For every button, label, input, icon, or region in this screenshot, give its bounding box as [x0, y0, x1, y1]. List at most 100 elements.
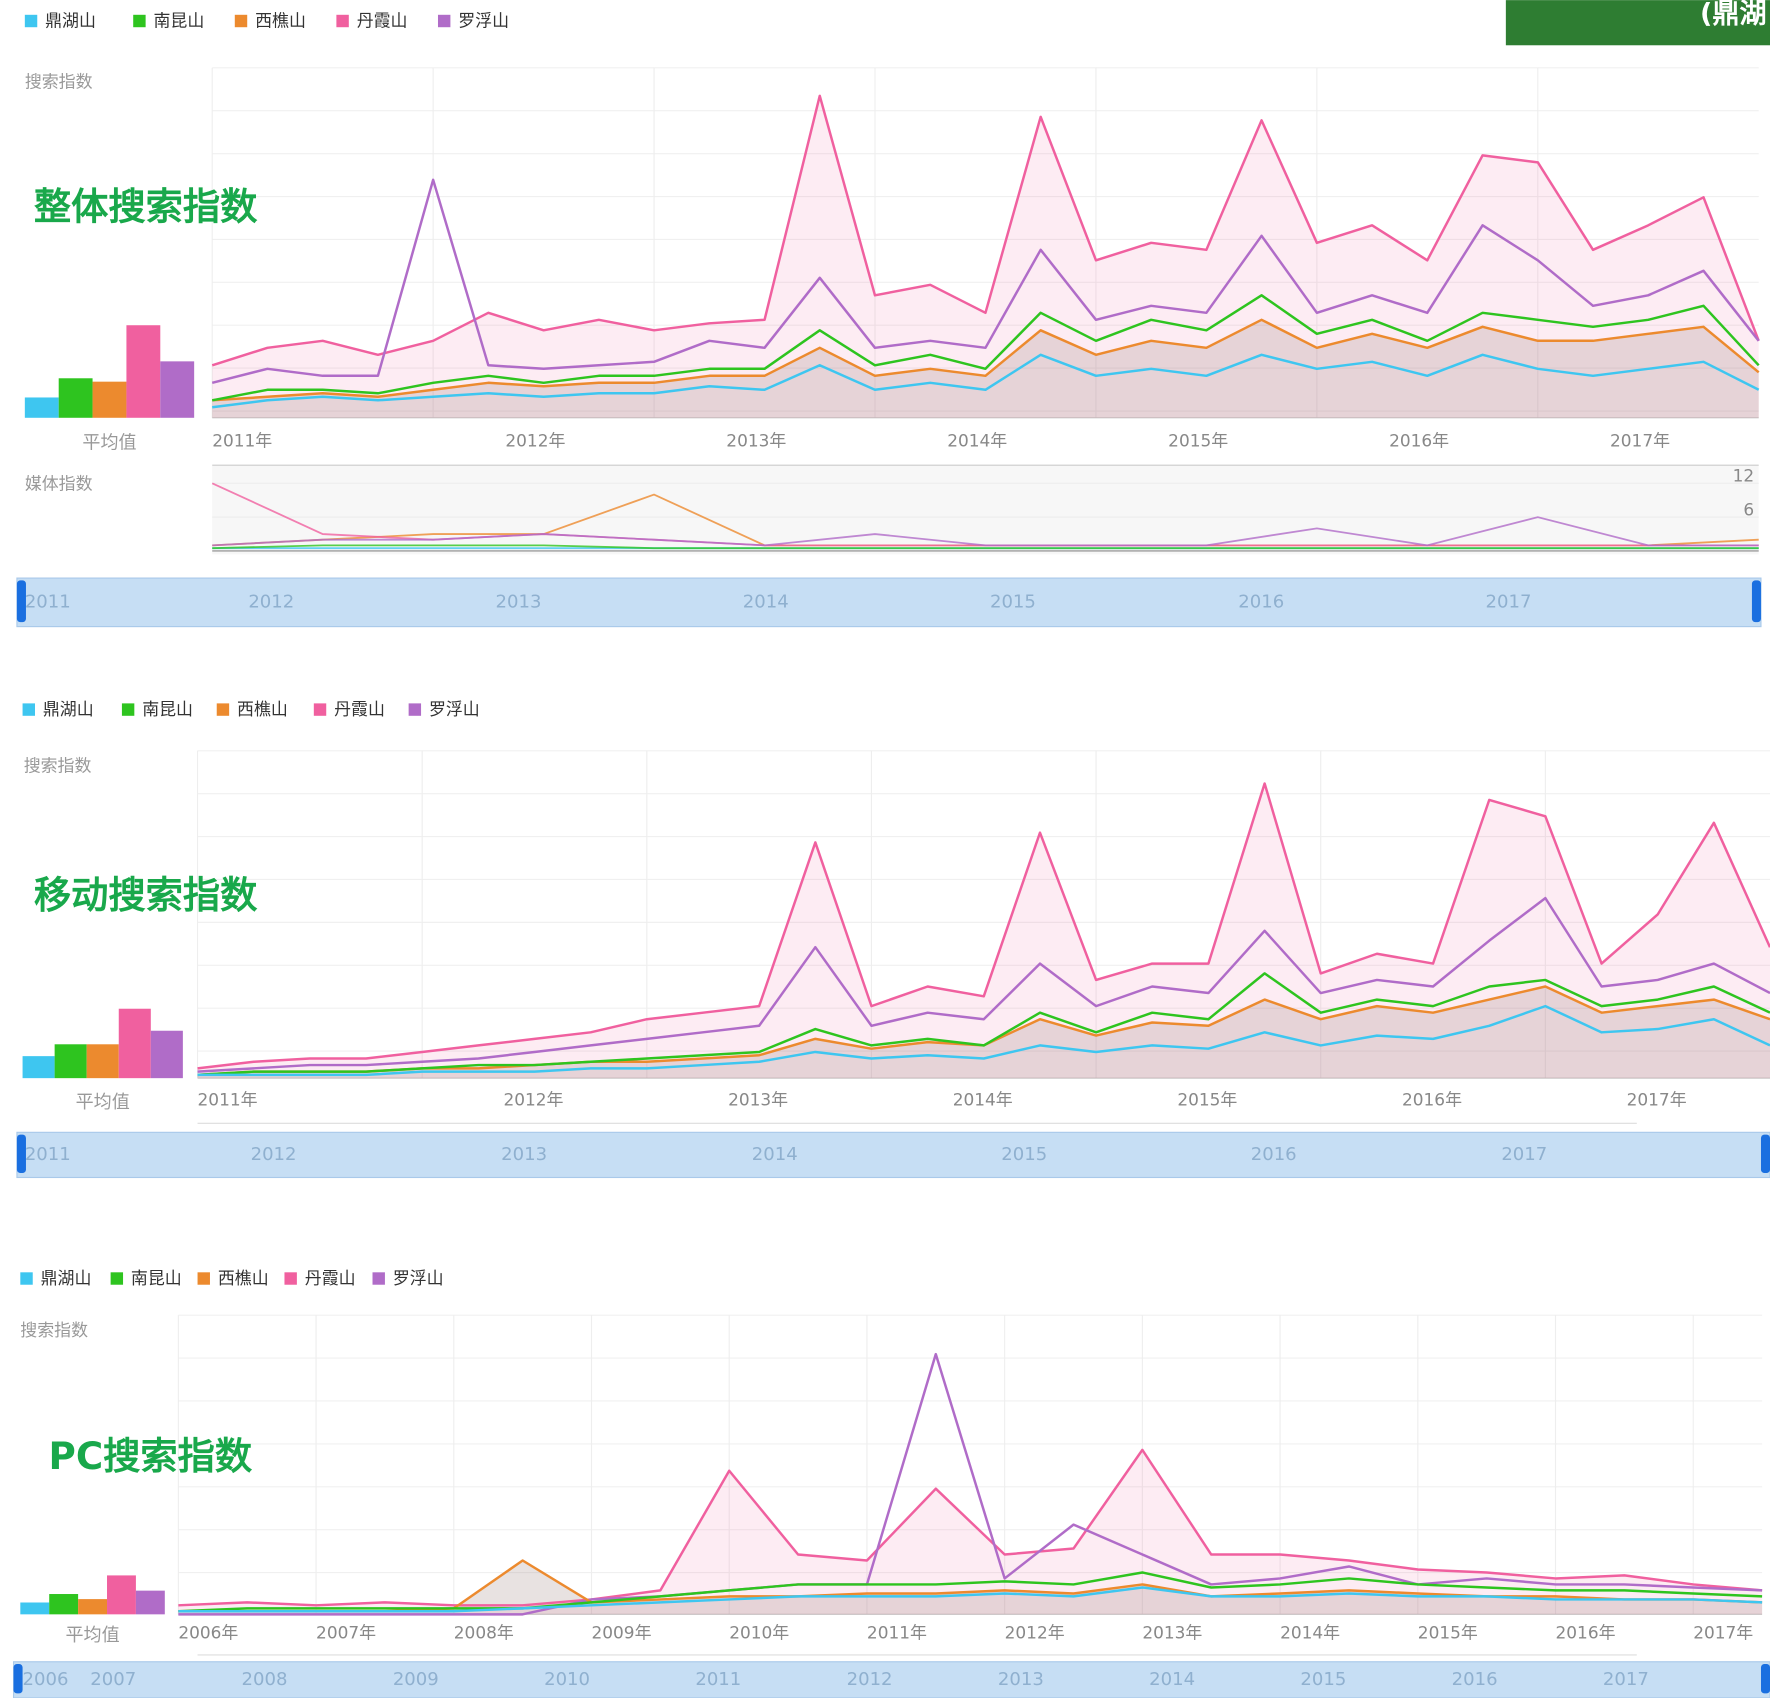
average-label: 平均值: [82, 433, 136, 454]
legend-label: 西樵山: [237, 699, 288, 719]
legend-label: 鼎湖山: [41, 1268, 92, 1288]
area: [197, 783, 1770, 1079]
navigator-label: 2013: [496, 591, 542, 612]
legend-label: 南昆山: [131, 1268, 182, 1288]
average-bar: [92, 381, 127, 418]
series-line: [211, 178, 1760, 384]
legend-swatch: [408, 703, 422, 716]
x-tick-label: 2011年: [867, 1623, 927, 1643]
navigator-label: 2016: [1452, 1669, 1498, 1690]
navigator-label: 2014: [1149, 1669, 1195, 1690]
media-label: 媒体指数: [25, 473, 93, 493]
series-line: [178, 1448, 1763, 1607]
y-axis-label: 搜索指数: [20, 1320, 88, 1340]
legend-swatch: [110, 1272, 124, 1285]
navigator-label: 2008: [242, 1669, 288, 1690]
legend-swatch: [20, 1272, 33, 1285]
media-line: [212, 516, 1759, 547]
navigator-label: 2016: [1238, 591, 1284, 612]
navigator-label: 2015: [1001, 1144, 1047, 1165]
x-tick-label: 2015年: [1168, 430, 1228, 450]
navigator-label: 2010: [544, 1669, 590, 1690]
series-line: [178, 1586, 1763, 1613]
series-line: [212, 318, 1760, 402]
legend-swatch: [216, 703, 230, 716]
navigator-label: 2009: [393, 1669, 439, 1690]
x-tick-label: 2012年: [503, 1090, 563, 1110]
header-badge-box: [1505, 0, 1770, 46]
legend-label: 丹霞山: [305, 1268, 356, 1288]
navigator-label: 2017: [1603, 1669, 1649, 1690]
navigator-label: 2015: [990, 591, 1036, 612]
series-line: [211, 294, 1760, 402]
legend-swatch: [437, 14, 451, 28]
x-tick-label: 2017年: [1610, 430, 1670, 450]
legend-swatch: [234, 14, 248, 28]
x-tick-label: 2017年: [1627, 1090, 1687, 1110]
x-tick-label: 2014年: [947, 430, 1007, 450]
legend-swatch: [313, 703, 327, 716]
average-bar: [49, 1594, 79, 1615]
series-line: [197, 782, 1770, 1070]
media-tick-label: 6: [1743, 499, 1754, 519]
x-tick-label: 2015年: [1177, 1090, 1237, 1110]
legend-swatch: [284, 1272, 297, 1285]
navigator-handle[interactable]: [1760, 1664, 1770, 1694]
x-tick-label: 2012年: [1005, 1623, 1065, 1643]
average-label: 平均值: [65, 1625, 119, 1646]
average-label: 平均值: [76, 1092, 130, 1113]
media-line: [212, 544, 1759, 550]
x-tick-label: 2011年: [198, 1090, 258, 1110]
average-bar: [150, 1030, 183, 1079]
navigator-label: 2011: [25, 591, 71, 612]
average-bar: [24, 397, 59, 418]
series-line: [178, 1352, 1763, 1616]
average-bar: [135, 1590, 165, 1615]
media-tick-label: 12: [1733, 465, 1755, 485]
x-tick-label: 2015年: [1418, 1623, 1478, 1643]
series-line: [197, 972, 1770, 1077]
legend-swatch: [372, 1272, 385, 1285]
average-bar: [20, 1602, 50, 1615]
navigator-label: 2015: [1300, 1669, 1346, 1690]
area: [197, 986, 1770, 1079]
legend-label: 丹霞山: [357, 11, 408, 31]
x-tick-label: 2016年: [1556, 1623, 1616, 1643]
legend-swatch: [133, 14, 146, 28]
y-axis-label: 搜索指数: [25, 72, 93, 92]
average-bar: [54, 1044, 87, 1079]
navigator-label: 2013: [501, 1144, 547, 1165]
navigator-handle[interactable]: [16, 580, 26, 623]
x-tick-label: 2006年: [178, 1623, 238, 1643]
media-bg: [212, 465, 1759, 555]
x-tick-label: 2016年: [1389, 430, 1449, 450]
legend-swatch: [197, 1272, 210, 1285]
series-line: [197, 896, 1770, 1073]
x-tick-label: 2012年: [505, 430, 565, 450]
legend-swatch: [22, 703, 35, 716]
series-line: [212, 353, 1760, 409]
x-tick-label: 2013年: [726, 430, 786, 450]
navigator-handle[interactable]: [1760, 1134, 1770, 1173]
legend-label: 西樵山: [255, 11, 306, 31]
navigator-handle[interactable]: [16, 1134, 26, 1173]
x-tick-label: 2007年: [316, 1623, 376, 1643]
x-tick-label: 2008年: [454, 1623, 514, 1643]
legend-label: 丹霞山: [334, 699, 385, 719]
x-tick-label: 2010年: [729, 1623, 789, 1643]
average-bar: [126, 325, 161, 418]
average-bar: [107, 1575, 136, 1615]
series-line: [211, 94, 1760, 367]
chart-title: 移动搜索指数: [34, 873, 258, 917]
navigator-label: 2017: [1486, 591, 1532, 612]
legend-label: 鼎湖山: [45, 11, 96, 31]
x-tick-label: 2013年: [728, 1090, 788, 1110]
legend-label: 罗浮山: [429, 699, 480, 719]
x-tick-label: 2013年: [1142, 1623, 1202, 1643]
header-badge: (鼎湖: [1700, 0, 1767, 29]
series-line: [197, 1004, 1770, 1077]
x-tick-label: 2016年: [1402, 1090, 1462, 1110]
navigator-handle[interactable]: [13, 1664, 23, 1694]
navigator-handle[interactable]: [1751, 580, 1761, 623]
